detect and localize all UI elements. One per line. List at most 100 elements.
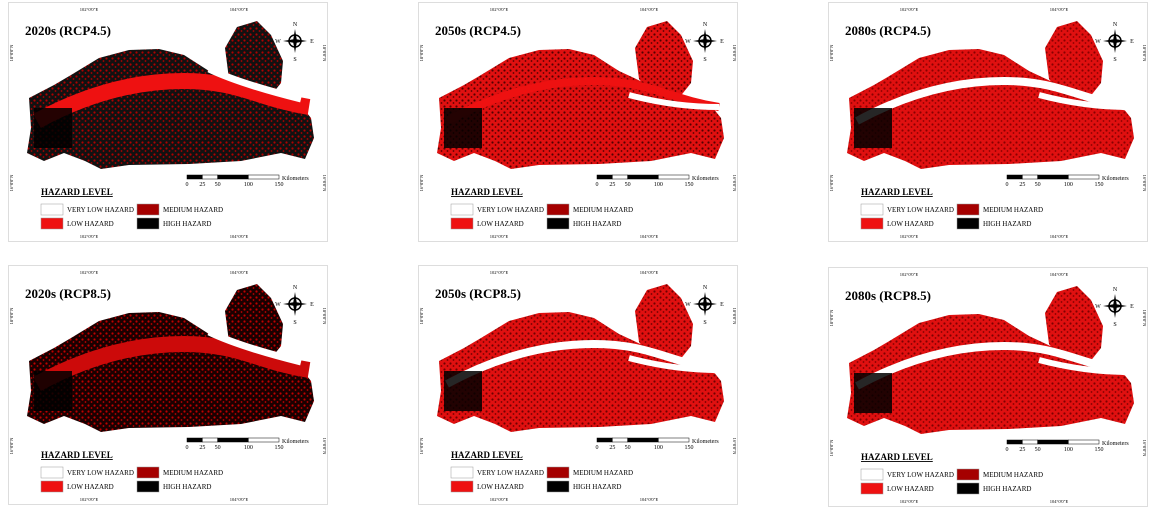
compass-label: W: [685, 302, 691, 308]
coord-label: 18°0'0"N: [419, 307, 424, 324]
scale-label: 50: [215, 182, 221, 188]
panel-title: 2020s (RCP8.5): [25, 286, 111, 301]
map-panel: 2020s (RCP4.5)102°0'0"E102°0'0"E18°0'0"N…: [8, 2, 328, 242]
coord-label: 104°0'0"E: [640, 234, 659, 239]
map-region: [444, 371, 482, 411]
coord-label: 104°0'0"E: [230, 497, 249, 502]
compass-label: W: [1095, 39, 1101, 45]
scale-label: 0: [186, 182, 189, 188]
legend-swatch: [547, 204, 569, 215]
scale-label: 150: [1095, 447, 1104, 453]
coord-label: 16°0'0"N: [732, 175, 737, 192]
coord-label: 104°0'0"E: [230, 7, 249, 12]
compass-label: W: [1095, 304, 1101, 310]
coord-label: 18°0'0"N: [829, 44, 834, 61]
legend-title: HAZARD LEVEL: [861, 187, 933, 197]
compass: [283, 29, 307, 53]
map-region: [444, 108, 482, 148]
coord-label: 102°0'0"E: [80, 497, 99, 502]
compass: [693, 29, 717, 53]
scale-segment: [1038, 175, 1069, 179]
compass: [1103, 29, 1127, 53]
scale-segment: [1007, 175, 1022, 179]
coord-label: 16°0'0"N: [9, 437, 14, 454]
coord-label: 18°0'0"N: [9, 307, 14, 324]
coord-label: 16°0'0"N: [1142, 175, 1147, 192]
legend-label: HIGH HAZARD: [573, 483, 621, 491]
scale-label: 25: [199, 445, 205, 451]
legend-swatch: [451, 467, 473, 478]
scale-segment: [202, 175, 217, 179]
coord-label: 18°0'0"N: [322, 45, 327, 62]
legend-swatch: [861, 483, 883, 494]
coord-label: 102°0'0"E: [900, 272, 919, 277]
coord-label: 16°0'0"N: [829, 174, 834, 191]
legend-swatch: [41, 218, 63, 229]
scale-segment: [1022, 440, 1037, 444]
coord-label: 18°0'0"N: [732, 308, 737, 325]
scale-segment: [187, 175, 202, 179]
scale-label: 100: [1064, 182, 1073, 188]
legend-swatch: [137, 204, 159, 215]
coord-label: 102°0'0"E: [900, 499, 919, 504]
scale-label: 50: [1035, 447, 1041, 453]
scale-unit: Kilometers: [1102, 441, 1129, 447]
coord-label: 16°0'0"N: [419, 437, 424, 454]
scale-segment: [597, 438, 612, 442]
scale-label: 0: [596, 182, 599, 188]
scale-label: 0: [1006, 182, 1009, 188]
scale-label: 0: [186, 445, 189, 451]
map-svg: 2020s (RCP4.5)102°0'0"E102°0'0"E18°0'0"N…: [9, 3, 327, 241]
coord-label: 104°0'0"E: [640, 7, 659, 12]
legend-label: MEDIUM HAZARD: [163, 206, 223, 214]
compass-label: E: [720, 302, 724, 308]
panel-title: 2050s (RCP4.5): [435, 23, 521, 38]
coord-label: 102°0'0"E: [80, 234, 99, 239]
scale-label: 50: [1035, 182, 1041, 188]
compass-label: E: [1130, 304, 1134, 310]
compass-label: N: [703, 285, 708, 291]
scale-unit: Kilometers: [1102, 176, 1129, 182]
legend-swatch: [861, 204, 883, 215]
compass-label: W: [685, 39, 691, 45]
coord-label: 104°0'0"E: [1050, 7, 1069, 12]
map-panel: 2080s (RCP8.5)102°0'0"E102°0'0"E18°0'0"N…: [828, 267, 1148, 507]
scale-label: 25: [199, 182, 205, 188]
compass-label: E: [310, 302, 314, 308]
coord-label: 18°0'0"N: [732, 45, 737, 62]
coord-label: 104°0'0"E: [640, 497, 659, 502]
coord-label: 18°0'0"N: [419, 44, 424, 61]
scale-label: 100: [654, 182, 663, 188]
panel-title: 2050s (RCP8.5): [435, 286, 521, 301]
coord-label: 104°0'0"E: [640, 270, 659, 275]
scale-segment: [202, 438, 217, 442]
compass-label: W: [275, 39, 281, 45]
legend-label: VERY LOW HAZARD: [887, 206, 954, 214]
coord-label: 16°0'0"N: [1142, 440, 1147, 457]
legend-label: MEDIUM HAZARD: [163, 469, 223, 477]
scale-label: 150: [275, 182, 284, 188]
legend-label: LOW HAZARD: [67, 483, 114, 491]
map-svg: 2080s (RCP8.5)102°0'0"E102°0'0"E18°0'0"N…: [829, 268, 1147, 506]
legend-label: VERY LOW HAZARD: [67, 206, 134, 214]
legend-label: LOW HAZARD: [477, 220, 524, 228]
coord-label: 104°0'0"E: [1050, 272, 1069, 277]
legend-swatch: [451, 481, 473, 492]
coord-label: 102°0'0"E: [490, 7, 509, 12]
legend-label: LOW HAZARD: [887, 485, 934, 493]
map-panel: 2080s (RCP4.5)102°0'0"E102°0'0"E18°0'0"N…: [828, 2, 1148, 242]
compass-label: N: [1113, 22, 1118, 28]
scale-unit: Kilometers: [692, 176, 719, 182]
legend-title: HAZARD LEVEL: [41, 187, 113, 197]
scale-label: 100: [654, 445, 663, 451]
legend-label: HIGH HAZARD: [573, 220, 621, 228]
legend-label: LOW HAZARD: [67, 220, 114, 228]
coord-label: 104°0'0"E: [230, 234, 249, 239]
coord-label: 102°0'0"E: [490, 497, 509, 502]
map-svg: 2080s (RCP4.5)102°0'0"E102°0'0"E18°0'0"N…: [829, 3, 1147, 241]
coord-label: 16°0'0"N: [419, 174, 424, 191]
coord-label: 16°0'0"N: [322, 175, 327, 192]
coord-label: 16°0'0"N: [322, 438, 327, 455]
